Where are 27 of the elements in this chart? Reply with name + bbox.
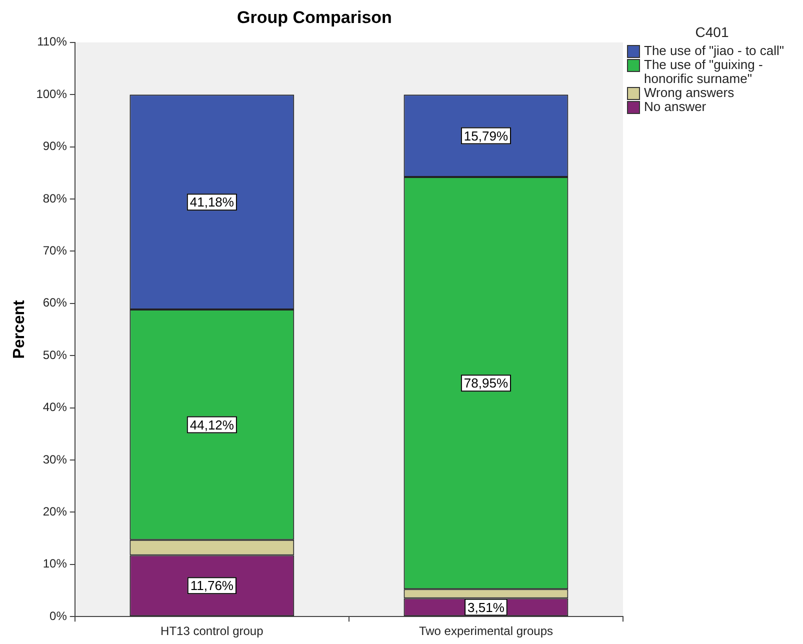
data-label: 3,51% xyxy=(468,600,505,615)
data-label: 15,79% xyxy=(464,128,508,144)
data-label: 41,18% xyxy=(190,194,234,210)
y-tick-label: 30% xyxy=(42,452,68,466)
data-label: 78,95% xyxy=(464,376,508,391)
y-tick-label: 10% xyxy=(42,556,68,571)
legend-label: The use of "jiao - to call" xyxy=(644,43,784,58)
y-tick-label: 90% xyxy=(42,139,68,154)
data-label: 11,76% xyxy=(190,578,234,594)
y-tick-label: 70% xyxy=(42,244,68,258)
y-tick-label: 20% xyxy=(42,504,68,519)
legend-label: The use of "guixing - honorific surname" xyxy=(644,57,764,86)
x-tick-label: Two experimental groups xyxy=(418,624,554,638)
legend-label: No answer xyxy=(644,99,706,114)
y-tick-label: 40% xyxy=(42,400,68,414)
y-tick-label: 100% xyxy=(36,86,68,101)
y-tick-label: 50% xyxy=(42,348,68,362)
x-tick-label: HT13 control group xyxy=(160,624,264,638)
y-tick-label: 0% xyxy=(50,608,68,623)
legend-label: Wrong answers xyxy=(644,85,734,100)
y-axis-title: Percent xyxy=(11,299,28,359)
data-label: 44,12% xyxy=(190,417,234,432)
legend-title: C401 xyxy=(694,24,730,40)
y-tick-label: 110% xyxy=(37,34,68,49)
y-tick-label: 80% xyxy=(42,191,68,206)
y-tick-label: 60% xyxy=(42,296,68,310)
chart-title: Group Comparison xyxy=(237,8,392,27)
